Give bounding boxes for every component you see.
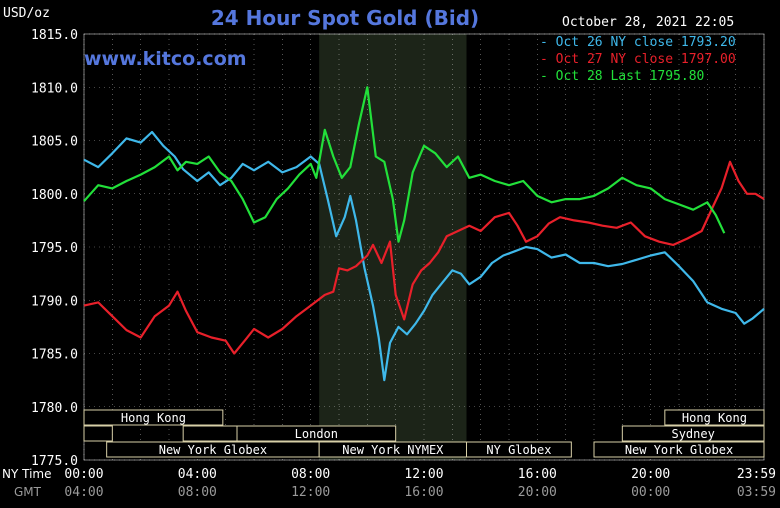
x-axis-ticks: 00:00 04:00 04:00 08:00 08:00 12:00 12:00 16:00… [64, 467, 776, 500]
y-tick-label: 1780.0 [31, 401, 78, 416]
session-label: New York Globex [159, 443, 267, 457]
legend: - Oct 26 NY close 1793.20 - Oct 27 NY cl… [540, 34, 736, 85]
session-label: London [295, 427, 338, 441]
x-tick-label-ny: 23:59 [737, 467, 776, 482]
x-tick-label-gmt: 00:00 [631, 485, 670, 500]
trading-sessions: Hong Kong London New York Globex New York N… [83, 409, 765, 458]
y-tick-label: 1790.0 [31, 294, 78, 309]
session-label: Sydney [671, 427, 714, 441]
ny-time-axis-label: NY Time [2, 467, 52, 481]
y-axis-ticks: 1815.0 1810.0 1805.0 1800.0 1795.0 1790.0 1785… [31, 28, 78, 469]
legend-item-oct26: - Oct 26 NY close 1793.20 [540, 34, 736, 51]
x-tick-label-gmt: 16:00 [404, 485, 443, 500]
session-label: New York NYMEX [342, 443, 444, 457]
units-label: USD/oz [3, 6, 50, 21]
session-box [593, 441, 765, 458]
x-tick-label-ny: 16:00 [518, 467, 557, 482]
x-tick-label-ny: 04:00 [178, 467, 217, 482]
x-tick-label-gmt: 20:00 [518, 485, 557, 500]
chart-grid [83, 33, 765, 461]
session-box [466, 441, 572, 458]
y-tick-label: 1810.0 [31, 81, 78, 96]
session-label: Hong Kong [121, 411, 186, 425]
session-label: New York Globex [625, 443, 733, 457]
x-tick-label-ny: 08:00 [291, 467, 330, 482]
y-tick-label: 1800.0 [31, 188, 78, 203]
session-label: NY Globex [486, 443, 551, 457]
x-tick-label-gmt: 12:00 [291, 485, 330, 500]
x-tick-label-gmt: 04:00 [64, 485, 103, 500]
session-box [83, 425, 113, 442]
legend-label: Oct 27 NY close 1797.00 [555, 52, 736, 67]
legend-item-oct28: - Oct 28 Last 1795.80 [540, 68, 736, 85]
series-line-oct-26 [83, 130, 765, 382]
x-tick-label-gmt: 08:00 [178, 485, 217, 500]
legend-label: Oct 28 Last 1795.80 [555, 69, 705, 84]
y-tick-label: 1775.0 [31, 454, 78, 469]
x-tick-label-ny: 12:00 [404, 467, 443, 482]
plot-frame [83, 33, 765, 461]
session-box [236, 425, 397, 442]
session-box [621, 425, 765, 442]
site-link[interactable]: www.kitco.com [84, 48, 247, 70]
legend-swatch: - [540, 52, 556, 67]
price-series [83, 86, 765, 382]
y-tick-label: 1815.0 [31, 28, 78, 43]
legend-swatch: - [540, 35, 556, 50]
chart-title: 24 Hour Spot Gold (Bid) [210, 6, 480, 30]
series-line-oct-28 [83, 86, 726, 243]
session-box [664, 409, 765, 426]
session-box [83, 409, 224, 426]
legend-swatch: - [540, 69, 556, 84]
x-tick-label-gmt: 03:59 [737, 485, 776, 500]
gmt-axis-label: GMT [14, 485, 42, 499]
y-tick-label: 1805.0 [31, 135, 78, 150]
y-tick-label: 1785.0 [31, 348, 78, 363]
session-label: Hong Kong [682, 411, 747, 425]
legend-item-oct27: - Oct 27 NY close 1797.00 [540, 51, 736, 68]
session-box [182, 425, 238, 442]
x-tick-label-ny: 00:00 [64, 467, 103, 482]
series-line-oct-27 [83, 160, 765, 355]
legend-label: Oct 26 NY close 1793.20 [555, 35, 736, 50]
x-tick-label-ny: 20:00 [631, 467, 670, 482]
y-tick-label: 1795.0 [31, 241, 78, 256]
timestamp: October 28, 2021 22:05 [562, 15, 735, 30]
